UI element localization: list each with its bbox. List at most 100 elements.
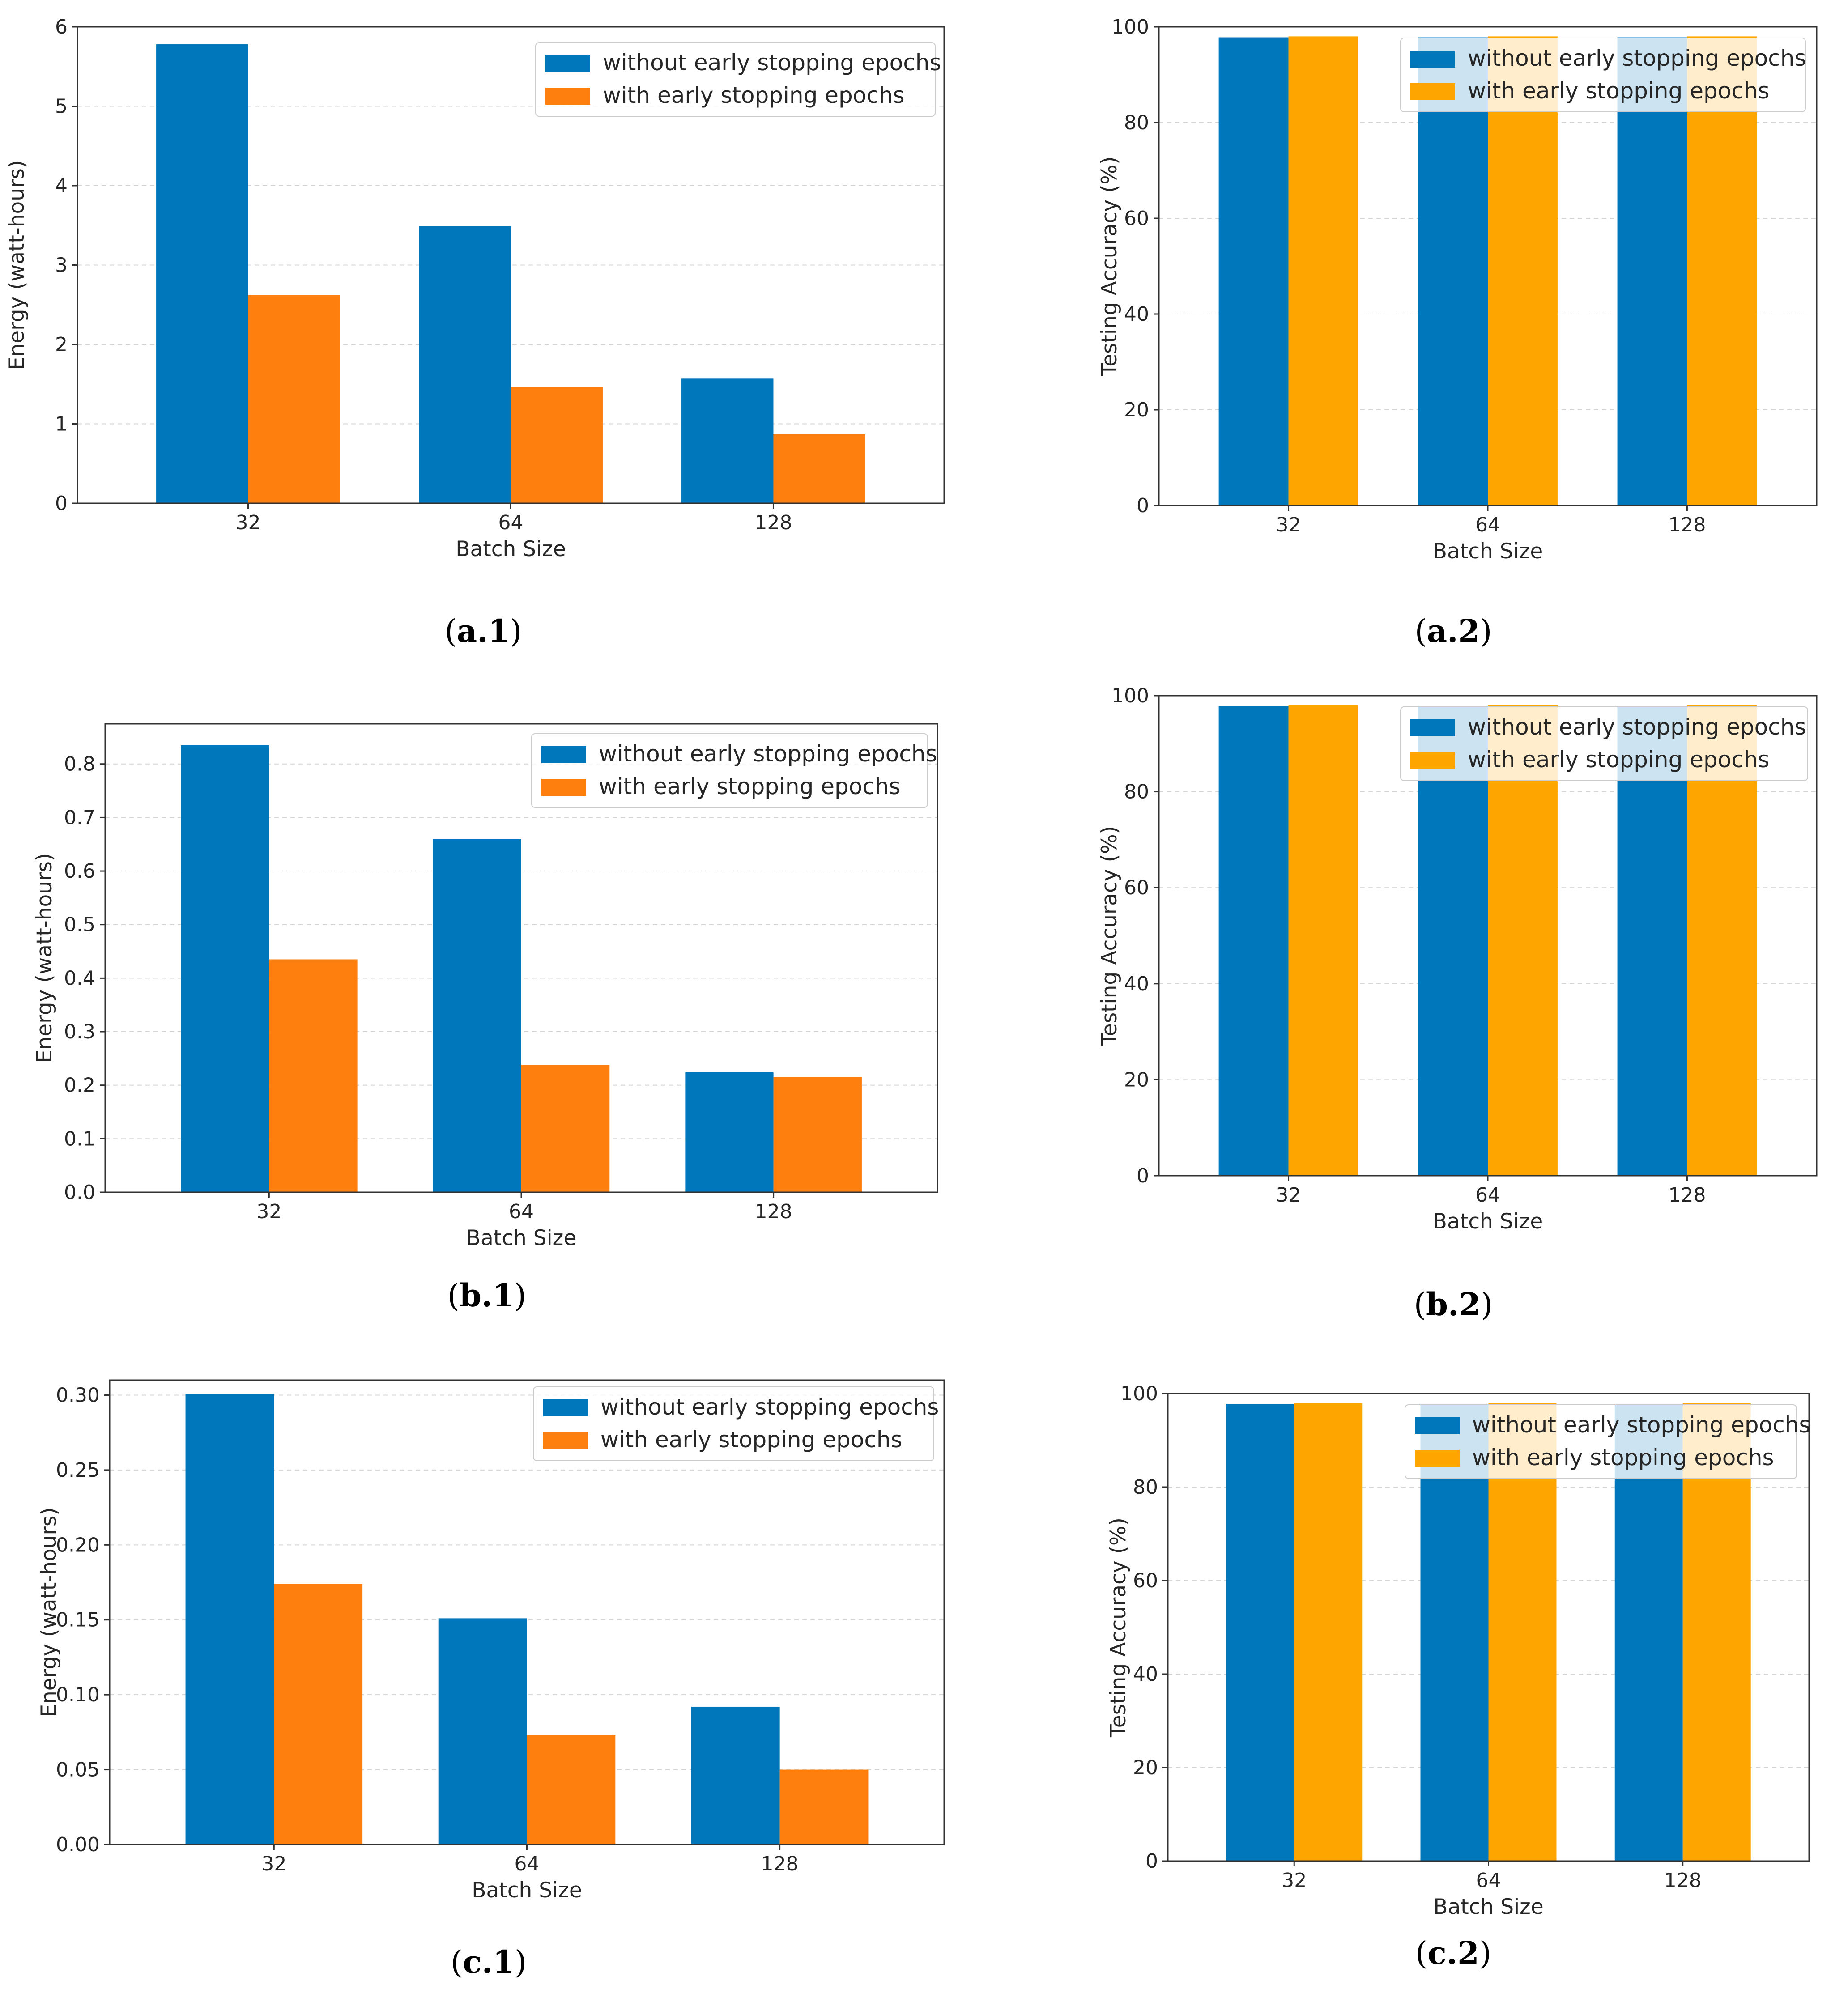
chart-b2: 0 20 40 60 80 100 32 64 128 Batch Size Testing Acc… (1097, 684, 1818, 1323)
legend-box (535, 42, 936, 117)
chart-a2: 0 20 40 60 80 100 32 64 128 Batch Size Testing Acc… (1097, 16, 1818, 650)
caption-close: ) (1479, 1935, 1491, 1972)
bar-with-early-stopping (269, 959, 358, 1192)
bar-without-early-stopping (438, 1618, 527, 1844)
x-tick-label: 64 (509, 1200, 534, 1223)
legend-box (533, 1386, 934, 1461)
chart-c1: 0.00 0.05 0.10 0.15 0.20 0.25 0.30 32 64 128 Batch… (37, 1379, 945, 1980)
panel-caption: (a.2) (1414, 612, 1492, 650)
legend: without early stopping epochs with early … (533, 1386, 939, 1461)
x-axis-title: Batch Size (1433, 1209, 1543, 1234)
bar-with-early-stopping (527, 1735, 616, 1844)
bar-with-early-stopping (521, 1065, 610, 1192)
y-tick-label: 40 (1133, 1663, 1158, 1686)
caption-open: ( (1414, 613, 1426, 650)
chart-c2: 0 20 40 60 80 100 32 64 128 Batch Size Testing Acc… (1106, 1382, 1810, 1972)
bar-with-early-stopping (1488, 705, 1558, 1176)
y-tick-label: 1 (55, 413, 68, 436)
caption-open: ( (444, 613, 456, 650)
legend-swatch-without (1415, 1417, 1460, 1434)
chart-b1: 0.0 0.1 0.2 0.3 0.4 0.5 0.6 0.7 0.8 32 64 128 Batch … (32, 723, 938, 1314)
legend-label-with: with early stopping epochs (1472, 1445, 1774, 1470)
bar-with-early-stopping (1687, 705, 1757, 1176)
panel-caption: (c.2) (1415, 1934, 1491, 1972)
legend-swatch-without (1410, 51, 1455, 68)
legend-swatch-with (1410, 752, 1455, 769)
y-tick-label: 0.10 (56, 1683, 100, 1706)
y-tick-label: 20 (1133, 1756, 1158, 1779)
legend-swatch-with (1415, 1450, 1460, 1467)
caption-open: ( (451, 1944, 463, 1980)
y-tick-label: 0.30 (56, 1384, 100, 1407)
x-tick-label: 128 (1668, 1184, 1706, 1207)
bar-with-early-stopping (773, 434, 865, 503)
y-tick-label: 60 (1124, 876, 1149, 899)
y-axis-title: Energy (watt-hours) (37, 1507, 61, 1717)
bar-without-early-stopping (1614, 1403, 1683, 1861)
legend-label-without: without early stopping epochs (1468, 45, 1806, 71)
bar-with-early-stopping (1488, 36, 1558, 506)
caption-letters: c.1 (463, 1943, 515, 1980)
caption-letters: a.1 (457, 612, 510, 650)
y-tick-label: 80 (1124, 111, 1149, 134)
y-tick-label: 20 (1124, 399, 1149, 421)
legend: without early stopping epochs with early … (1400, 38, 1806, 112)
legend-box (1400, 38, 1806, 112)
axes-frame (77, 26, 945, 504)
caption-close: ) (514, 1277, 526, 1314)
bar-with-early-stopping (1288, 705, 1358, 1176)
bar-without-early-stopping (1226, 1403, 1294, 1861)
legend-swatch-without (543, 1399, 588, 1416)
panel-caption: (a.1) (444, 612, 522, 650)
bar-without-early-stopping (1617, 37, 1687, 506)
legend-label-without: without early stopping epochs (600, 1394, 939, 1420)
x-tick-label: 64 (1475, 514, 1500, 536)
x-tick-label: 32 (1282, 1869, 1307, 1892)
y-tick-label: 100 (1120, 1382, 1158, 1405)
y-tick-label: 0 (1145, 1850, 1158, 1873)
legend-label-with: with early stopping epochs (599, 774, 901, 799)
legend-label-with: with early stopping epochs (1468, 747, 1770, 773)
caption-letters: c.2 (1427, 1934, 1479, 1972)
x-tick-label: 32 (1276, 1184, 1301, 1207)
x-tick-label: 128 (754, 511, 792, 534)
y-tick-label: 0.5 (64, 914, 95, 936)
caption-close: ) (1480, 613, 1492, 650)
bar-without-early-stopping (1420, 1403, 1489, 1861)
bar-without-early-stopping (181, 745, 269, 1192)
y-tick-label: 60 (1133, 1569, 1158, 1592)
legend-label-without: without early stopping epochs (599, 741, 937, 767)
y-tick-label: 0.2 (64, 1074, 95, 1097)
legend-label-with: with early stopping epochs (603, 82, 905, 108)
y-tick-label: 0 (1137, 1164, 1149, 1187)
legend-label-without: without early stopping epochs (1468, 714, 1806, 740)
y-tick-label: 100 (1111, 684, 1149, 707)
bar-with-early-stopping (1682, 1403, 1751, 1861)
y-axis-title: Testing Accuracy (%) (1097, 156, 1122, 376)
legend-label-without: without early stopping epochs (603, 50, 941, 76)
caption-letters: a.2 (1427, 612, 1480, 650)
bar-without-early-stopping (1218, 706, 1289, 1176)
y-tick-label: 80 (1124, 781, 1149, 803)
y-tick-label: 0.15 (56, 1609, 100, 1632)
x-axis-title: Batch Size (456, 537, 566, 561)
x-tick-label: 32 (256, 1200, 281, 1223)
caption-close: ) (1481, 1286, 1493, 1323)
bar-with-early-stopping (1288, 36, 1358, 506)
bar-without-early-stopping (156, 44, 248, 503)
legend-box (531, 733, 928, 808)
legend: without early stopping epochs with early … (1400, 706, 1808, 781)
legend-swatch-with (1410, 83, 1455, 100)
bar-with-early-stopping (779, 1769, 869, 1844)
y-axis-title: Testing Accuracy (%) (1097, 826, 1122, 1046)
legend-box (1405, 1404, 1797, 1479)
x-tick-label: 128 (761, 1853, 799, 1875)
axes-frame (1158, 26, 1818, 506)
x-tick-label: 128 (1664, 1869, 1702, 1892)
bar-with-early-stopping (1687, 36, 1757, 506)
legend-swatch-with (543, 1432, 588, 1449)
legend-label-with: with early stopping epochs (600, 1427, 903, 1453)
caption-open: ( (1415, 1935, 1427, 1972)
legend-swatch-without (545, 55, 590, 72)
